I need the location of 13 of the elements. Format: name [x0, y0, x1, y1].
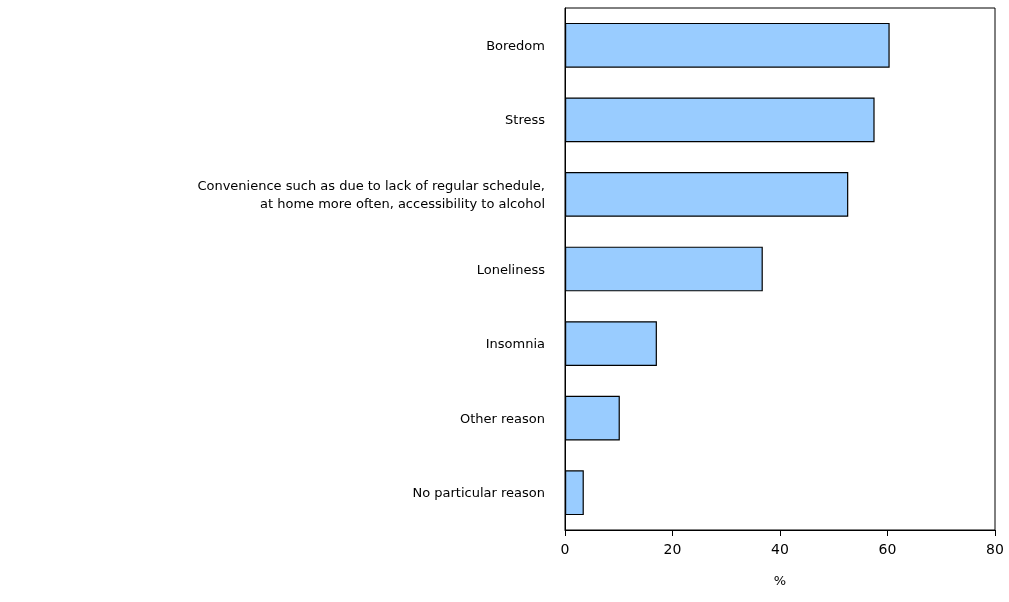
- x-tick-label: 80: [986, 541, 1004, 557]
- x-axis-title: %: [773, 573, 787, 588]
- y-tick-label: Convenience such as due to lack of regular schedule, at home more often, accessibility to alcohol: [197, 177, 545, 211]
- x-tick-label: 60: [878, 541, 897, 557]
- y-tick-label: Boredom: [486, 37, 545, 53]
- y-tick-label: Loneliness: [476, 261, 546, 277]
- y-tick-label: Stress: [505, 112, 546, 128]
- y-tick-label: Other reason: [459, 410, 545, 426]
- x-tick-label: 40: [771, 541, 789, 557]
- x-tick-label: 0: [560, 541, 570, 557]
- x-tick-label: 20: [663, 541, 682, 557]
- y-tick-label: No particular reason: [412, 485, 545, 501]
- y-tick-label: Insomnia: [485, 336, 545, 352]
